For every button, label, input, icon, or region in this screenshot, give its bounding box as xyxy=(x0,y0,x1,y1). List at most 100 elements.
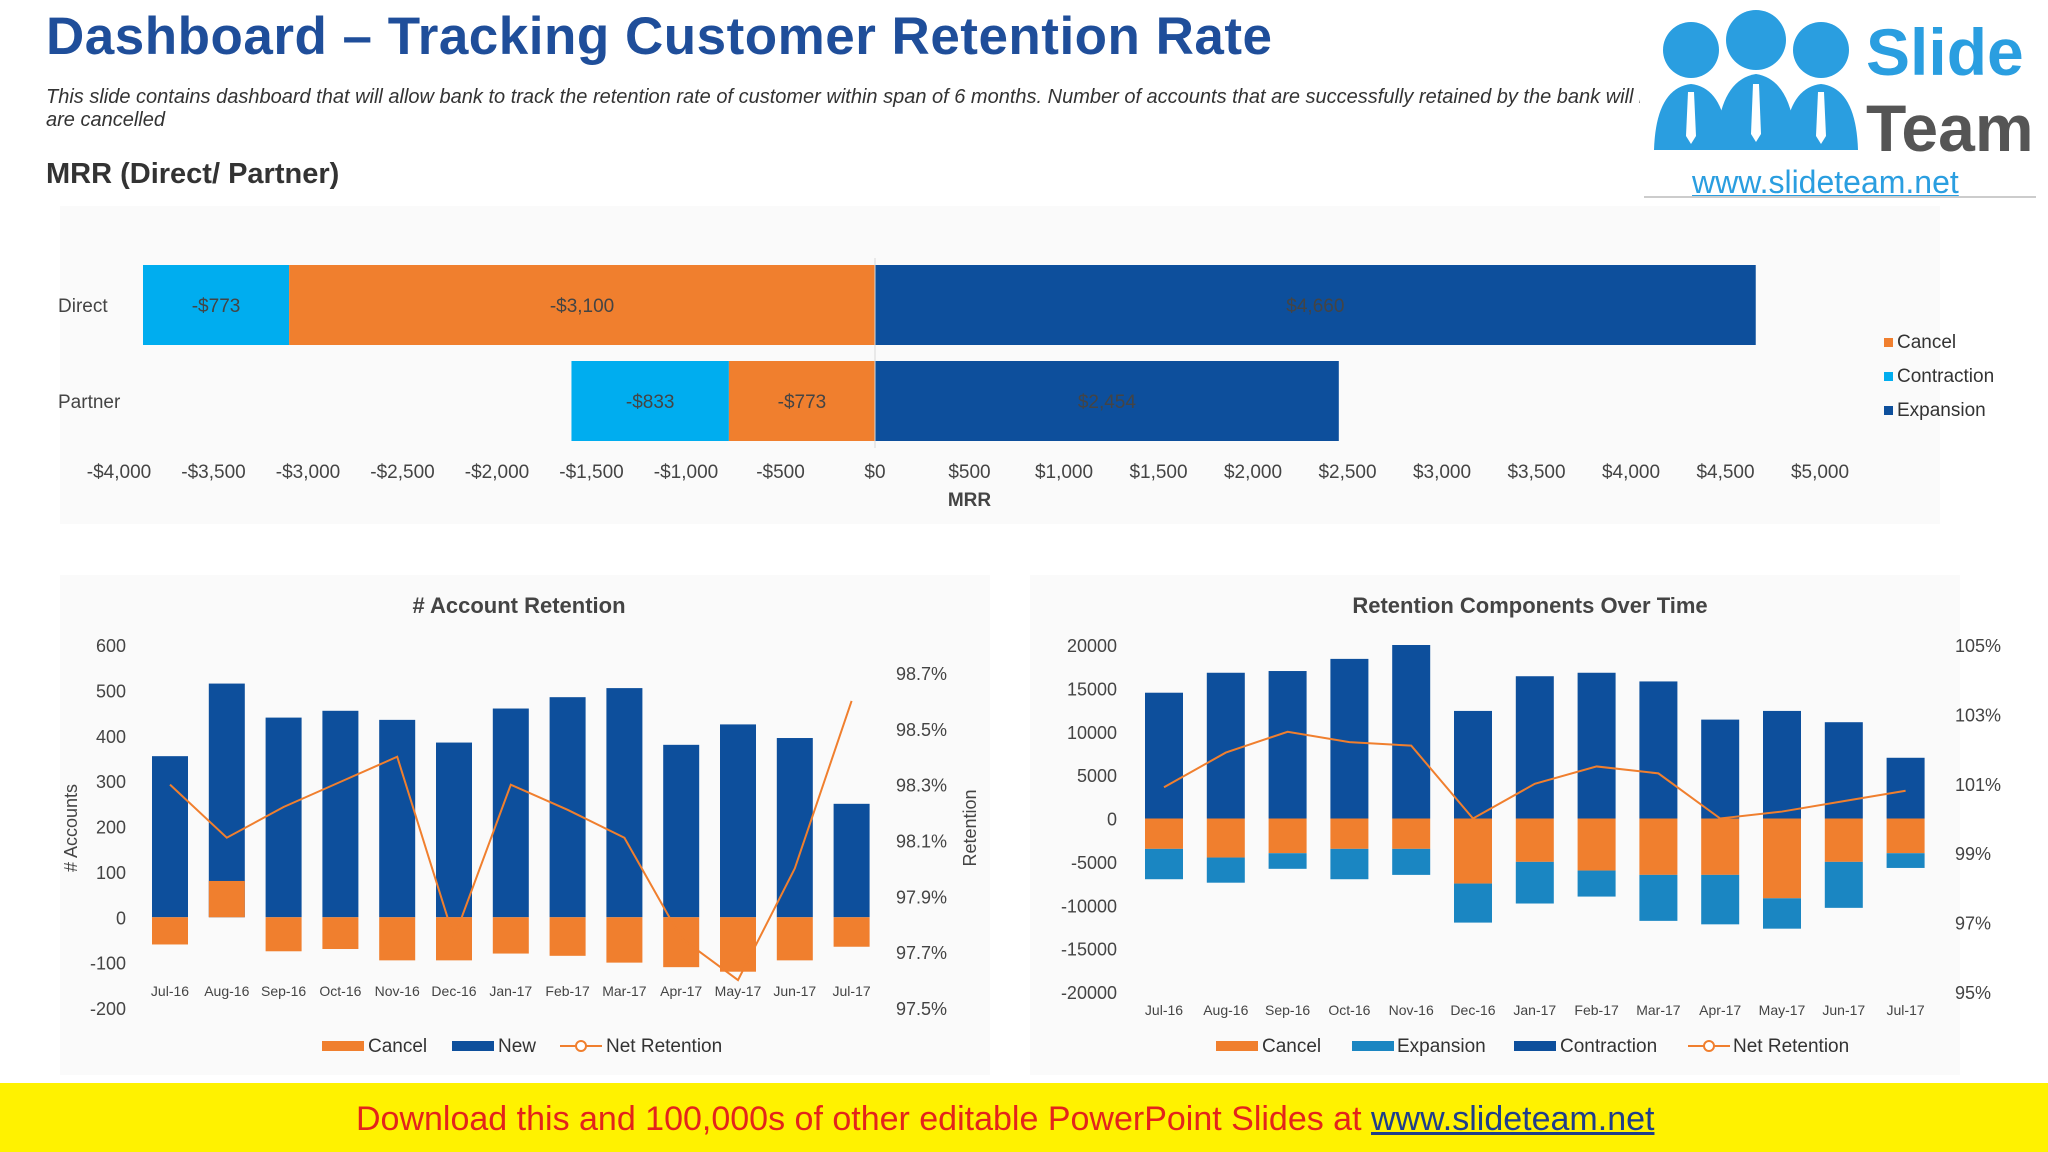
x-tick-label: Jan-17 xyxy=(1513,1002,1556,1018)
page-title: Dashboard – Tracking Customer Retention … xyxy=(46,7,1273,66)
y-tick-label: -15000 xyxy=(1061,940,1117,960)
people-icon xyxy=(1654,10,1858,150)
bar-new xyxy=(663,744,700,918)
x-tick-label: $4,500 xyxy=(1696,462,1754,483)
x-tick-label: $2,500 xyxy=(1318,462,1376,483)
bar-contraction xyxy=(1392,645,1431,819)
y2-tick-label: 101% xyxy=(1955,775,2001,795)
x-tick-label: Jun-17 xyxy=(773,983,816,999)
bar-cancel xyxy=(606,917,643,963)
data-label: -$773 xyxy=(778,392,827,413)
bar-cancel xyxy=(265,917,302,952)
bar-cancel xyxy=(549,917,586,956)
bar-new xyxy=(436,742,472,918)
x-tick-label: -$1,500 xyxy=(559,462,623,483)
legend-label-cancel: Cancel xyxy=(1897,332,1956,353)
x-tick-label: $5,000 xyxy=(1791,462,1849,483)
bar-cancel xyxy=(1392,818,1431,849)
y-tick-label: 100 xyxy=(96,863,126,883)
data-label: -$833 xyxy=(626,392,675,413)
bar-contraction xyxy=(1330,658,1369,819)
bar-contraction xyxy=(1577,672,1616,819)
y-tick-label: -200 xyxy=(90,999,126,1019)
bar-expansion xyxy=(1824,861,1863,908)
data-label: $4,660 xyxy=(1286,296,1344,317)
y-tick-label: 400 xyxy=(96,727,126,747)
bar-cancel xyxy=(379,917,416,961)
x-tick-label: Jan-17 xyxy=(489,983,532,999)
legend-marker-net-retention xyxy=(575,1040,587,1052)
bar-expansion xyxy=(1454,883,1492,923)
y-tick-label: 10000 xyxy=(1067,723,1117,743)
bar-cancel xyxy=(1577,818,1616,871)
x-tick-label: Aug-16 xyxy=(204,983,249,999)
bar-contraction xyxy=(1701,719,1740,819)
y2-tick-label: 98.3% xyxy=(896,776,947,796)
y2-axis-title: Retention xyxy=(960,789,980,866)
x-axis-title: MRR xyxy=(948,490,992,511)
bar-expansion xyxy=(1577,870,1616,897)
x-tick-label: $500 xyxy=(948,462,990,483)
bar-cancel xyxy=(492,917,529,954)
bar-cancel xyxy=(1454,818,1492,884)
bar-new xyxy=(492,708,529,918)
bar-new xyxy=(549,697,586,918)
x-tick-label: May-17 xyxy=(715,983,762,999)
bar-expansion xyxy=(1886,853,1925,868)
bar-expansion xyxy=(1145,848,1183,880)
y-tick-label: 500 xyxy=(96,681,126,701)
x-tick-label: Dec-16 xyxy=(1450,1002,1495,1018)
bar-new xyxy=(720,724,756,918)
bar-new xyxy=(322,710,359,918)
y-tick-label: 200 xyxy=(96,818,126,838)
y-tick-label: -10000 xyxy=(1061,896,1117,916)
legend-label-expansion: Expansion xyxy=(1897,400,1986,421)
data-label: -$773 xyxy=(192,296,241,317)
data-label: $2,454 xyxy=(1078,392,1137,413)
x-tick-label: Mar-17 xyxy=(1636,1002,1681,1018)
x-tick-label: Aug-16 xyxy=(1203,1002,1248,1018)
bar-direct-cancel xyxy=(289,265,876,345)
x-tick-label: -$4,000 xyxy=(87,462,151,483)
bar-cancel xyxy=(1268,818,1307,854)
slideteam-logo[interactable]: Slide Team www.slideteam.net xyxy=(1640,0,2040,200)
bar-contraction xyxy=(1639,681,1678,819)
x-tick-label: Jul-16 xyxy=(1145,1002,1183,1018)
x-tick-label: Jul-17 xyxy=(1887,1002,1925,1018)
x-tick-label: Nov-16 xyxy=(1389,1002,1434,1018)
legend-label-contraction: Contraction xyxy=(1897,366,1994,387)
chart-title: Retention Components Over Time xyxy=(1352,593,1707,618)
section-title: MRR (Direct/ Partner) xyxy=(46,158,340,190)
x-tick-label: -$1,000 xyxy=(654,462,718,483)
x-tick-label: $2,000 xyxy=(1224,462,1282,483)
bar-expansion xyxy=(1392,848,1431,875)
banner-message: Download this and 100,000s of other edit… xyxy=(356,1100,1371,1138)
bar-new xyxy=(833,803,870,918)
logo-text-slide: Slide xyxy=(1866,15,2024,89)
banner-link[interactable]: www.slideteam.net xyxy=(1371,1100,1655,1138)
logo-url-link[interactable]: www.slideteam.net xyxy=(1692,164,1959,200)
legend-label-expansion: Expansion xyxy=(1397,1036,1486,1057)
bar-new xyxy=(379,719,416,918)
bar-cancel xyxy=(208,880,245,918)
bar-cancel xyxy=(1145,818,1183,849)
y2-tick-label: 98.1% xyxy=(896,832,947,852)
bar-cancel xyxy=(1206,818,1245,858)
bar-cancel xyxy=(1639,818,1678,875)
x-tick-label: Oct-16 xyxy=(1328,1002,1370,1018)
bar-cancel xyxy=(1701,818,1740,875)
bar-new xyxy=(208,683,245,918)
x-tick-label: Feb-17 xyxy=(1574,1002,1619,1018)
legend-swatch-contraction xyxy=(1884,372,1893,381)
x-tick-label: Jun-17 xyxy=(1822,1002,1865,1018)
y-tick-label: -5000 xyxy=(1071,853,1117,873)
x-tick-label: Dec-16 xyxy=(431,983,476,999)
x-tick-label: $1,000 xyxy=(1035,462,1093,483)
y2-tick-label: 95% xyxy=(1955,983,1991,1003)
legend-marker-net-retention xyxy=(1703,1040,1715,1052)
bar-new xyxy=(152,756,188,918)
bar-partner-expansion xyxy=(875,361,1339,441)
x-tick-label: -$3,500 xyxy=(181,462,245,483)
